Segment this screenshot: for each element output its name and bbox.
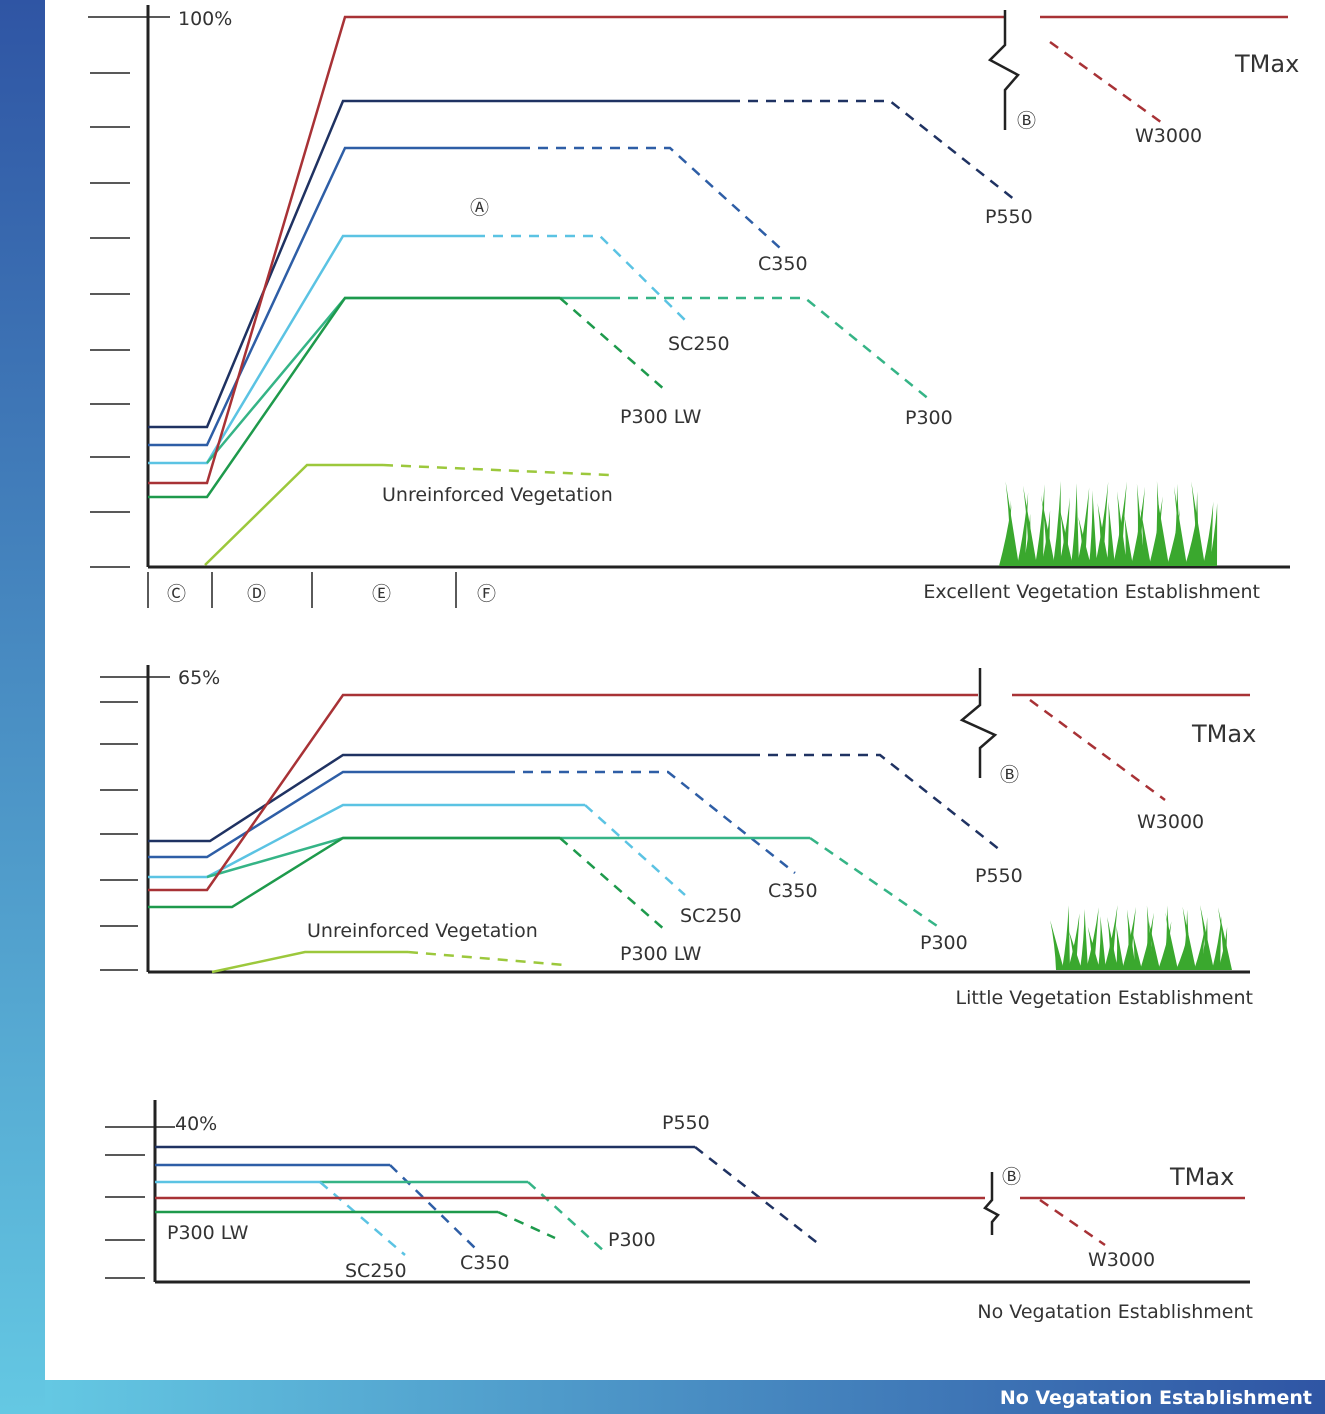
grass-blade (1107, 502, 1115, 566)
p300-lw (560, 838, 665, 930)
grass-blade (1053, 481, 1061, 566)
p550 (730, 101, 1015, 200)
marker: Ⓓ (247, 583, 266, 605)
unreinforced (205, 465, 383, 565)
marker: Ⓕ (477, 583, 496, 605)
grass-blade (1098, 916, 1106, 970)
w3000 (1050, 42, 1165, 125)
p300-lw (560, 298, 665, 390)
unreinforced (408, 952, 565, 965)
label: SC250 (680, 905, 742, 927)
sc250 (148, 236, 475, 463)
label: TMax (1169, 1163, 1234, 1191)
marker: Ⓔ (372, 583, 391, 605)
label: Unreinforced Vegetation (307, 920, 538, 942)
p550 (148, 101, 730, 427)
label: W3000 (1135, 125, 1202, 147)
side-bar (0, 0, 45, 1414)
p550 (695, 1147, 820, 1245)
w3000 (1030, 700, 1165, 800)
p550 (750, 755, 1000, 850)
label: SC250 (345, 1260, 407, 1282)
c350 (505, 772, 795, 873)
grass-blade (1050, 920, 1064, 970)
grass-blade (1089, 490, 1097, 566)
grass-blade (1071, 483, 1079, 566)
marker: Ⓒ (167, 583, 186, 605)
grass-blade (1116, 926, 1124, 970)
label: SC250 (668, 333, 730, 355)
unreinforced (212, 952, 408, 972)
p300 (207, 838, 810, 877)
label: P300 LW (167, 1222, 249, 1244)
grass-blade (1124, 515, 1133, 566)
label: P550 (662, 1112, 710, 1134)
diagram: No Vegatation Establishment 100% TMax W3… (0, 0, 1325, 1414)
c350 (520, 148, 780, 248)
sc250 (320, 1182, 405, 1255)
label: TMax (1234, 50, 1299, 78)
break (985, 1172, 998, 1235)
p300-lw (148, 298, 560, 497)
label: W3000 (1137, 811, 1204, 833)
label: P300 (608, 1229, 656, 1251)
grass-blade (1212, 916, 1221, 970)
grass-blade (1062, 905, 1070, 970)
label: TMax (1191, 720, 1256, 748)
label: P550 (975, 865, 1023, 887)
tmax (148, 695, 978, 890)
c350 (390, 1165, 475, 1248)
top-label: 40% (175, 1113, 217, 1135)
break (962, 668, 995, 778)
p550 (148, 755, 750, 841)
label: P300 (905, 407, 953, 429)
p300-lw (498, 1212, 555, 1238)
tmax (148, 17, 1005, 483)
c350 (148, 148, 520, 445)
marker: Ⓑ (1017, 110, 1036, 132)
label: C350 (758, 253, 808, 275)
footer: No Vegatation Establishment (1000, 1387, 1312, 1409)
p300 (528, 1182, 605, 1252)
curves (88, 5, 1290, 1282)
unreinforced (383, 465, 610, 475)
break (990, 10, 1018, 130)
top-label: 100% (178, 8, 232, 30)
label: Unreinforced Vegetation (382, 484, 613, 506)
label: C350 (460, 1252, 510, 1274)
caption: No Vegatation Establishment (977, 1301, 1253, 1323)
grass-blade (1080, 909, 1088, 970)
grass-blade (1035, 484, 1045, 566)
marker: Ⓑ (1002, 1166, 1021, 1188)
w3000 (1040, 1200, 1105, 1245)
label: P300 (920, 932, 968, 954)
top-label: 65% (178, 667, 220, 689)
marker: Ⓐ (470, 197, 489, 219)
p300 (207, 298, 610, 463)
p300-lw (148, 838, 560, 907)
p300 (810, 838, 940, 928)
label: P300 LW (620, 406, 702, 428)
caption: Little Vegetation Establishment (955, 987, 1253, 1009)
label: C350 (768, 880, 818, 902)
marker: Ⓑ (1000, 764, 1019, 786)
sc250 (148, 805, 585, 877)
sc250 (475, 236, 690, 325)
label: P300 LW (620, 943, 702, 965)
sc250 (585, 805, 685, 895)
caption: Excellent Vegetation Establishment (923, 581, 1260, 603)
label: W3000 (1088, 1249, 1155, 1271)
label: P550 (985, 206, 1033, 228)
